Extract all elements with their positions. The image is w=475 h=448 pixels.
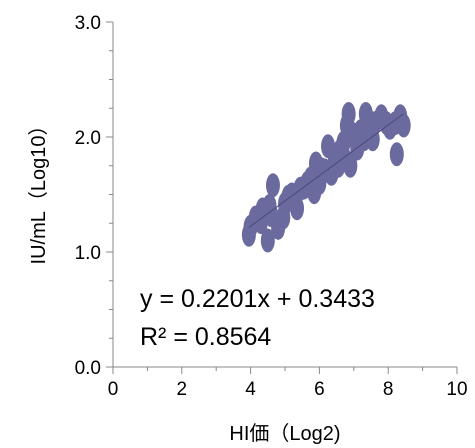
trendline-group: [248, 113, 404, 228]
y-tick-label: 1.0: [75, 243, 101, 264]
data-points: [241, 102, 411, 253]
data-point: [265, 173, 280, 198]
y-tick-label: 3.0: [75, 13, 101, 34]
x-tick-label: 2: [177, 379, 188, 400]
data-point: [389, 142, 404, 167]
data-point: [345, 121, 360, 146]
axes: [106, 21, 458, 374]
x-tick-label: 0: [108, 379, 119, 400]
trendline: [248, 113, 404, 228]
x-tick-label: 6: [314, 379, 325, 400]
data-point: [290, 196, 305, 221]
r-squared-annotation: R² = 0.8564: [140, 323, 271, 351]
data-point: [343, 153, 358, 178]
data-point: [341, 102, 356, 126]
x-tick-label: 8: [383, 379, 394, 400]
data-point: [396, 113, 411, 138]
y-tick-label: 2.0: [75, 128, 101, 149]
x-tick-label: 4: [245, 379, 256, 400]
tick-labels: 0.0 1.0 2.0 3.0 0 2 4 6 8 10: [75, 13, 468, 400]
equation-annotation: y = 0.2201x + 0.3433: [140, 285, 375, 313]
y-axis-title: IU/mL（Log10）: [27, 116, 50, 265]
x-tick-label: 10: [446, 379, 467, 400]
x-axis-title: HI価（Log2): [229, 422, 340, 445]
data-point: [260, 228, 275, 253]
y-tick-label: 0.0: [75, 358, 101, 379]
